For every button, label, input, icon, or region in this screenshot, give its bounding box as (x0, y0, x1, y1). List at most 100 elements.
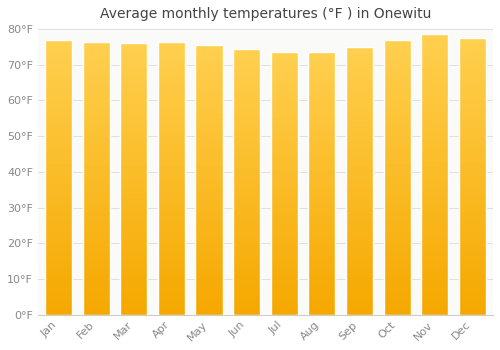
Bar (45, 260, 72, 267)
Bar (421, 231, 448, 238)
Bar (270, 256, 298, 262)
Bar (421, 84, 448, 91)
Bar (196, 227, 222, 234)
Bar (45, 294, 72, 301)
Bar (120, 193, 148, 200)
Bar (233, 308, 260, 315)
Bar (270, 190, 298, 197)
Bar (158, 55, 185, 62)
Bar (158, 48, 185, 55)
Bar (120, 199, 148, 206)
Bar (308, 249, 336, 256)
Bar (421, 147, 448, 154)
Bar (45, 67, 72, 74)
Bar (45, 177, 72, 184)
Bar (459, 100, 486, 107)
Bar (346, 67, 373, 74)
Bar (233, 248, 260, 255)
Bar (384, 150, 410, 157)
Bar (421, 203, 448, 210)
Bar (158, 130, 185, 137)
Bar (45, 239, 72, 246)
Bar (82, 55, 110, 62)
Bar (384, 218, 410, 225)
Bar (421, 140, 448, 147)
Bar (82, 267, 110, 274)
Bar (158, 185, 185, 192)
Bar (346, 208, 373, 214)
Bar (421, 196, 448, 203)
Bar (45, 205, 72, 212)
Bar (120, 213, 148, 220)
Bar (384, 143, 410, 150)
Bar (459, 183, 486, 190)
Bar (308, 197, 336, 203)
Bar (82, 274, 110, 281)
Bar (196, 281, 222, 288)
Bar (308, 302, 336, 308)
Bar (120, 206, 148, 213)
Bar (82, 172, 110, 178)
Bar (346, 47, 373, 315)
Bar (82, 144, 110, 151)
Bar (196, 99, 222, 106)
Bar (82, 212, 110, 219)
Bar (308, 98, 336, 105)
Bar (270, 223, 298, 230)
Bar (233, 49, 260, 315)
Bar (120, 288, 148, 294)
Bar (158, 76, 185, 83)
Bar (233, 175, 260, 182)
Bar (308, 203, 336, 210)
Bar (120, 294, 148, 301)
Bar (196, 119, 222, 126)
Bar (82, 205, 110, 212)
Bar (308, 151, 336, 157)
Bar (45, 74, 72, 81)
Bar (384, 212, 410, 218)
Bar (421, 161, 448, 168)
Bar (384, 74, 410, 81)
Bar (346, 161, 373, 167)
Bar (82, 89, 110, 96)
Bar (45, 267, 72, 273)
Bar (82, 185, 110, 192)
Bar (233, 148, 260, 155)
Bar (421, 294, 448, 301)
Bar (120, 104, 148, 111)
Bar (308, 282, 336, 288)
Bar (196, 220, 222, 227)
Bar (308, 125, 336, 131)
Bar (459, 38, 486, 315)
Bar (270, 230, 298, 236)
Bar (308, 111, 336, 118)
Bar (270, 302, 298, 308)
Bar (45, 157, 72, 163)
Bar (308, 92, 336, 98)
Bar (120, 43, 148, 315)
Bar (120, 166, 148, 172)
Bar (233, 135, 260, 142)
Bar (233, 268, 260, 275)
Bar (384, 170, 410, 177)
Bar (233, 115, 260, 122)
Bar (158, 172, 185, 178)
Bar (421, 119, 448, 126)
Bar (384, 108, 410, 116)
Bar (308, 164, 336, 170)
Bar (82, 287, 110, 294)
Bar (82, 42, 110, 48)
Bar (233, 301, 260, 308)
Bar (82, 294, 110, 301)
Bar (421, 266, 448, 273)
Bar (196, 194, 222, 200)
Bar (270, 197, 298, 203)
Bar (82, 42, 110, 315)
Bar (158, 205, 185, 212)
Bar (233, 155, 260, 162)
Bar (421, 55, 448, 62)
Bar (421, 98, 448, 105)
Bar (459, 79, 486, 86)
Bar (45, 40, 72, 315)
Bar (459, 149, 486, 156)
